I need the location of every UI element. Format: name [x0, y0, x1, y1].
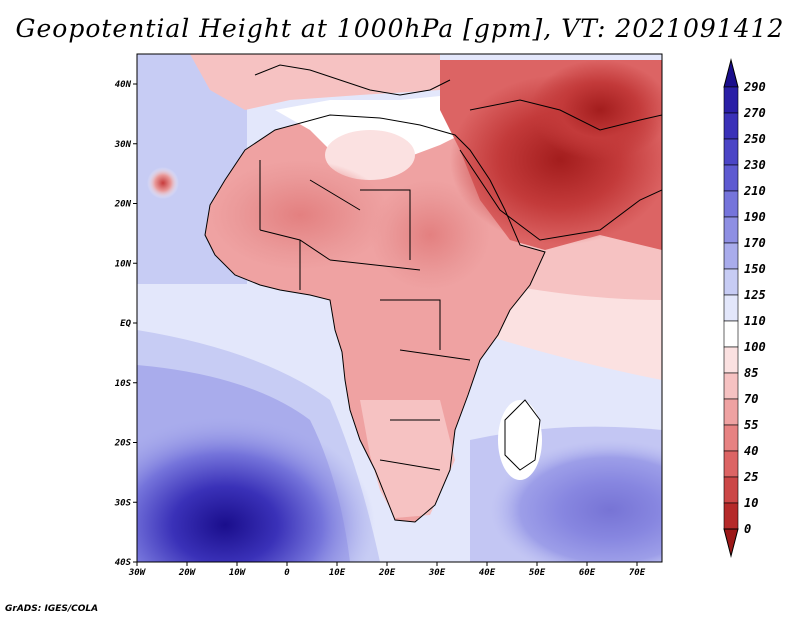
- colorbar-segment: [723, 398, 739, 426]
- colorbar-segment: [723, 502, 739, 530]
- lon-tick-label: 30E: [428, 568, 446, 578]
- lat-tick-label: 40S: [115, 558, 132, 568]
- map-title: Geopotential Height at 1000hPa [gpm], VT…: [15, 14, 785, 43]
- colorbar-label: 290: [743, 80, 766, 94]
- colorbar-label: 25: [743, 470, 758, 484]
- colorbar-top-arrow: [723, 58, 739, 88]
- colorbar-bottom-arrow: [723, 528, 739, 558]
- colorbar-segment: [723, 268, 739, 296]
- lon-tick-label: 20E: [378, 568, 396, 578]
- colorbar-label: 70: [744, 392, 758, 406]
- latitude-axis: 40N 30N 20N 10N EQ 10S 20S 30S 40S: [114, 80, 137, 568]
- colorbar-segment: [723, 242, 739, 270]
- grads-credit: GrADS: IGES/COLA: [5, 604, 99, 614]
- lat-tick-label: 10N: [115, 259, 132, 269]
- colorbar-segment: [723, 216, 739, 244]
- colorbar-label: 270: [743, 106, 766, 120]
- lon-tick-label: 20W: [178, 568, 197, 578]
- lat-tick-label: 20N: [114, 200, 132, 210]
- colorbar-segment: [723, 346, 739, 374]
- lat-tick-label: 20S: [114, 439, 132, 449]
- colorbar-segment: [723, 320, 739, 348]
- lon-tick-label: 10W: [229, 568, 247, 578]
- lon-tick-label: 40E: [479, 568, 496, 578]
- colorbar-segment: [723, 112, 739, 140]
- colorbar-label: 85: [744, 366, 758, 380]
- coastlines: [204, 64, 662, 523]
- lat-tick-label: 30N: [114, 140, 132, 150]
- lon-tick-label: 30W: [128, 568, 147, 578]
- colorbar-label: 190: [744, 210, 766, 224]
- colorbar-label: 10: [744, 496, 758, 510]
- lat-tick-label: 40N: [115, 80, 132, 90]
- colorbar-segment: [723, 294, 739, 322]
- colorbar-segment: [723, 86, 739, 114]
- colorbar-label: 150: [744, 262, 766, 276]
- colorbar-segment: [723, 476, 739, 504]
- colorbar-label: 250: [743, 132, 766, 146]
- colorbar-label: 170: [744, 236, 766, 250]
- colorbar-segment: [723, 138, 739, 166]
- colorbar-label: 210: [743, 184, 766, 198]
- colorbar-segment: [723, 450, 739, 478]
- lon-tick-label: 60E: [579, 568, 596, 578]
- colorbar-label: 100: [744, 340, 766, 354]
- lat-tick-label: 30S: [114, 498, 132, 508]
- colorbar-label: 125: [744, 288, 766, 302]
- colorbar: 2902702502302101901701501251101008570554…: [723, 58, 766, 558]
- colorbar-segment: [723, 372, 739, 400]
- map-frame: [136, 53, 663, 563]
- lat-tick-label: 10S: [115, 379, 132, 389]
- lon-tick-label: 10E: [329, 568, 346, 578]
- colorbar-segment: [723, 190, 739, 218]
- lat-tick-label: EQ: [120, 319, 131, 329]
- colorbar-segment: [723, 424, 739, 452]
- colorbar-segment: [723, 164, 739, 192]
- lon-tick-label: 70E: [629, 568, 646, 578]
- colorbar-label: 0: [744, 522, 751, 536]
- lon-tick-label: 0: [284, 568, 290, 578]
- height-field: [137, 54, 662, 562]
- colorbar-label: 230: [743, 158, 766, 172]
- colorbar-label: 110: [744, 314, 766, 328]
- colorbar-label: 55: [744, 418, 758, 432]
- longitude-axis: 30W 20W 10W 0 10E 20E 30E 40E 50E 60E 70E: [128, 562, 646, 578]
- colorbar-label: 40: [744, 444, 758, 458]
- lon-tick-label: 50E: [529, 568, 546, 578]
